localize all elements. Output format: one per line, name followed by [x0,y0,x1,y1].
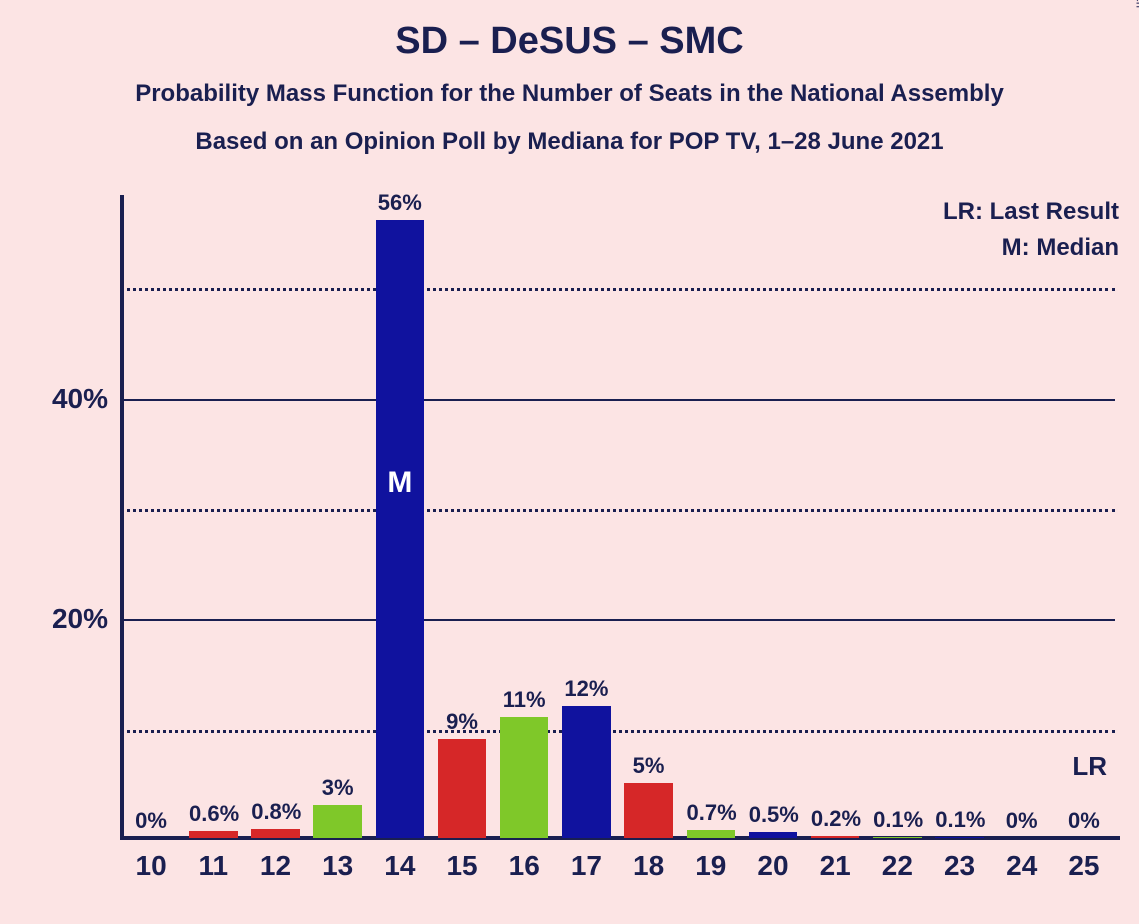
x-axis-tick-label: 15 [446,840,477,882]
bar [562,706,611,838]
bar-value-label: 0.2% [811,806,860,832]
x-axis-tick-label: 11 [198,840,228,882]
bar-value-label: 0.7% [687,800,736,826]
y-axis-tick-label: 20% [52,603,120,635]
bar-value-label: 0% [997,808,1046,834]
x-axis-tick-label: 18 [633,840,664,882]
x-axis-tick-label: 17 [571,840,602,882]
bar-value-label: 0.8% [251,799,300,825]
bar-value-label: 11% [500,687,549,713]
y-axis-line [120,195,124,840]
major-gridline [120,399,1115,401]
minor-gridline [120,288,1115,291]
bar [624,783,673,838]
bar [376,220,425,838]
bar-value-label: 0.6% [189,801,238,827]
bar-value-label: 3% [313,775,362,801]
copyright-text: © 2021 Filip van Laenen [1133,0,1139,8]
bar-value-label: 9% [438,709,487,735]
bar [873,837,922,838]
x-axis-tick-label: 24 [1006,840,1037,882]
bar [935,837,984,838]
bar [811,836,860,838]
x-axis-tick-label: 13 [322,840,353,882]
chart-canvas: SD – DeSUS – SMC Probability Mass Functi… [0,0,1139,924]
x-axis-tick-label: 21 [820,840,851,882]
plot-area: 20%40%0%100.6%110.8%123%1356%M149%1511%1… [120,200,1115,840]
bar [313,805,362,838]
last-result-marker: LR [1072,751,1107,782]
bar-value-label: 0.1% [935,807,984,833]
x-axis-tick-label: 14 [384,840,415,882]
bar-value-label: 0.1% [873,807,922,833]
bar-value-label: 5% [624,753,673,779]
x-axis-tick-label: 10 [136,840,167,882]
bar [438,739,487,838]
x-axis-tick-label: 19 [695,840,726,882]
chart-subtitle-1: Probability Mass Function for the Number… [0,80,1139,108]
y-axis-tick-label: 40% [52,383,120,415]
bar [251,829,300,838]
x-axis-tick-label: 25 [1068,840,1099,882]
x-axis-tick-label: 23 [944,840,975,882]
chart-subtitle-2: Based on an Opinion Poll by Mediana for … [0,128,1139,156]
x-axis-tick-label: 12 [260,840,291,882]
bar-value-label: 56% [376,190,425,216]
bar [687,830,736,838]
bar [189,831,238,838]
major-gridline [120,619,1115,621]
bar-value-label: 0% [127,808,176,834]
x-axis-tick-label: 16 [509,840,540,882]
bar [500,717,549,838]
chart-title: SD – DeSUS – SMC [0,20,1139,63]
bar-value-label: 12% [562,676,611,702]
x-axis-tick-label: 22 [882,840,913,882]
minor-gridline [120,730,1115,733]
x-axis-tick-label: 20 [757,840,788,882]
bar-value-label: 0.5% [749,802,798,828]
minor-gridline [120,509,1115,512]
bar [749,832,798,838]
bar-value-label: 0% [1060,808,1109,834]
median-marker: M [376,466,425,500]
